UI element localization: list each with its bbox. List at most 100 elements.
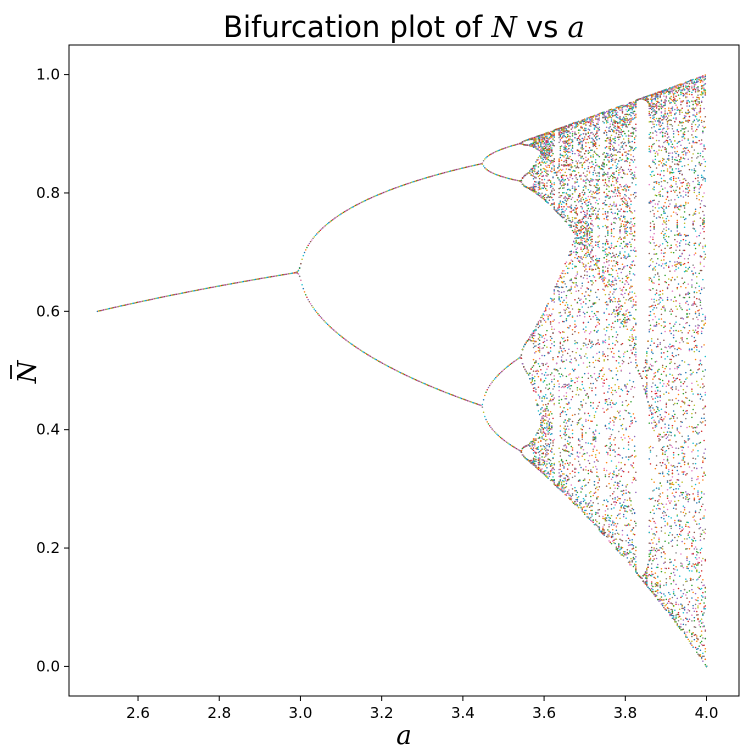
data-point xyxy=(576,504,579,507)
data-point xyxy=(255,278,257,281)
data-point xyxy=(465,399,468,402)
data-point xyxy=(551,136,553,139)
data-point xyxy=(541,179,543,181)
data-point xyxy=(581,146,584,149)
data-point xyxy=(520,357,523,359)
data-point xyxy=(603,467,605,470)
data-point xyxy=(559,146,562,148)
data-point xyxy=(597,512,599,514)
data-point xyxy=(564,195,566,198)
data-point xyxy=(582,148,585,150)
data-point xyxy=(588,492,591,494)
data-point xyxy=(540,431,542,433)
data-point xyxy=(563,280,565,283)
data-point xyxy=(602,179,604,182)
data-point xyxy=(101,309,104,311)
data-point xyxy=(571,150,574,153)
data-point xyxy=(566,149,569,151)
data-point xyxy=(603,166,605,168)
data-point xyxy=(529,378,531,380)
data-point xyxy=(361,201,363,203)
data-point xyxy=(493,151,496,153)
data-point xyxy=(386,365,389,367)
data-point xyxy=(324,321,326,323)
data-point xyxy=(581,285,584,287)
data-point xyxy=(569,407,571,409)
data-point xyxy=(534,334,536,337)
data-point xyxy=(582,448,585,451)
data-point xyxy=(577,506,580,509)
data-point xyxy=(604,514,607,516)
data-point xyxy=(583,235,586,237)
data-point xyxy=(356,203,358,206)
data-point xyxy=(583,412,586,414)
data-point xyxy=(583,201,586,203)
data-point xyxy=(169,294,172,297)
data-point xyxy=(313,308,316,310)
data-point xyxy=(551,372,553,374)
data-point xyxy=(586,225,588,228)
data-point xyxy=(560,483,563,485)
data-point xyxy=(207,287,210,289)
data-point xyxy=(583,138,586,140)
data-point xyxy=(191,290,194,292)
data-point xyxy=(592,255,594,258)
data-point xyxy=(580,198,582,200)
data-point xyxy=(451,169,453,172)
data-point xyxy=(575,351,577,354)
data-point xyxy=(538,436,541,439)
data-point xyxy=(130,302,133,305)
data-point xyxy=(592,156,594,158)
data-point xyxy=(571,125,574,127)
data-point xyxy=(112,306,115,309)
data-point xyxy=(585,402,587,404)
data-point xyxy=(387,189,390,192)
data-point xyxy=(540,445,542,448)
data-point xyxy=(591,240,593,243)
data-point xyxy=(544,455,547,457)
data-point xyxy=(541,432,543,434)
data-point xyxy=(289,272,291,275)
data-point xyxy=(564,367,566,370)
data-point xyxy=(575,325,577,327)
data-point xyxy=(586,138,588,141)
data-point xyxy=(580,226,582,229)
data-point xyxy=(564,262,566,265)
data-point xyxy=(585,344,587,346)
data-point xyxy=(485,168,487,170)
data-point xyxy=(558,402,560,404)
data-point xyxy=(552,198,554,201)
data-point xyxy=(515,359,518,361)
data-point xyxy=(598,298,601,301)
data-point xyxy=(603,122,605,124)
data-point xyxy=(602,153,604,155)
data-point xyxy=(449,170,452,172)
data-point xyxy=(464,399,467,401)
data-point xyxy=(564,490,566,492)
data-point xyxy=(591,509,593,512)
data-point xyxy=(579,388,581,390)
data-point xyxy=(569,360,571,363)
data-point xyxy=(178,292,180,295)
data-point xyxy=(585,338,587,340)
data-point xyxy=(598,129,601,131)
data-point xyxy=(465,166,468,168)
data-point xyxy=(549,442,552,444)
data-point xyxy=(558,481,560,483)
data-point xyxy=(596,520,598,523)
data-point xyxy=(564,438,566,441)
data-point xyxy=(560,475,563,477)
data-point xyxy=(464,166,467,169)
data-point xyxy=(563,174,565,177)
data-point xyxy=(581,166,584,169)
data-point xyxy=(548,445,551,448)
data-point xyxy=(152,298,155,300)
data-point xyxy=(598,175,601,177)
data-point xyxy=(559,425,562,427)
data-point xyxy=(230,282,233,285)
data-point xyxy=(580,161,582,164)
data-point xyxy=(594,137,597,139)
data-point xyxy=(591,219,593,222)
data-point xyxy=(598,319,601,321)
data-point xyxy=(568,327,570,329)
